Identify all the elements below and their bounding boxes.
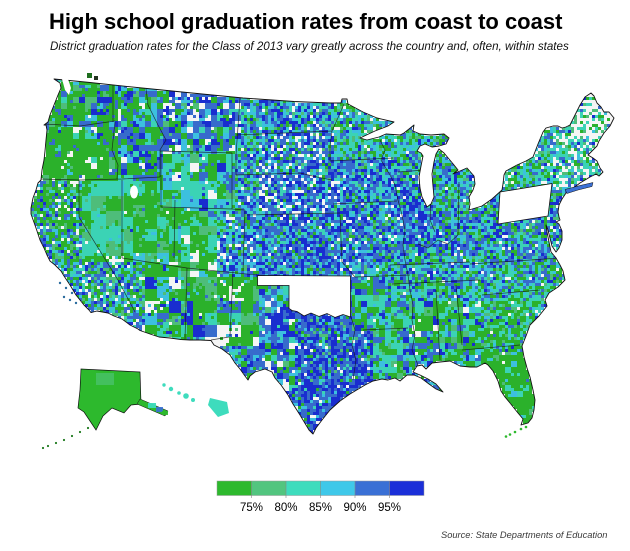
svg-text:90%: 90% xyxy=(343,502,366,514)
svg-text:75%: 75% xyxy=(240,502,263,514)
svg-text:85%: 85% xyxy=(309,502,332,514)
svg-text:80%: 80% xyxy=(274,502,297,514)
svg-text:95%: 95% xyxy=(378,502,401,514)
